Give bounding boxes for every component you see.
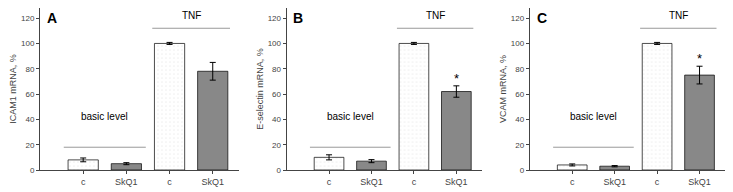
svg-text:E-selectin mRNA, %: E-selectin mRNA, %: [255, 48, 265, 130]
svg-text:100: 100: [511, 39, 525, 48]
svg-text:20: 20: [515, 140, 524, 149]
svg-text:0: 0: [30, 166, 35, 175]
svg-text:0: 0: [277, 166, 282, 175]
svg-text:TNF: TNF: [669, 10, 688, 21]
svg-text:60: 60: [515, 90, 524, 99]
svg-text:80: 80: [272, 65, 281, 74]
svg-text:c: c: [412, 177, 417, 187]
svg-text:basic level: basic level: [327, 111, 374, 122]
svg-text:100: 100: [21, 39, 35, 48]
svg-text:60: 60: [272, 90, 281, 99]
svg-text:SkQ1: SkQ1: [360, 177, 383, 187]
svg-text:80: 80: [515, 65, 524, 74]
svg-text:40: 40: [25, 115, 34, 124]
svg-text:basic level: basic level: [570, 111, 617, 122]
svg-text:SkQ1: SkQ1: [688, 177, 711, 187]
svg-text:120: 120: [268, 14, 282, 23]
svg-text:A: A: [47, 10, 57, 26]
svg-text:c: c: [655, 177, 660, 187]
svg-text:TNF: TNF: [426, 10, 445, 21]
svg-text:20: 20: [272, 140, 281, 149]
svg-text:*: *: [697, 51, 702, 66]
svg-text:40: 40: [272, 115, 281, 124]
svg-text:B: B: [293, 10, 303, 26]
svg-text:C: C: [537, 10, 547, 26]
svg-text:c: c: [81, 177, 86, 187]
svg-text:0: 0: [520, 166, 525, 175]
svg-text:40: 40: [515, 115, 524, 124]
svg-text:SkQ1: SkQ1: [115, 177, 138, 187]
svg-text:c: c: [570, 177, 575, 187]
svg-text:SkQ1: SkQ1: [603, 177, 626, 187]
svg-text:SkQ1: SkQ1: [201, 177, 224, 187]
svg-text:ICAM1 mRNA, %: ICAM1 mRNA, %: [8, 54, 18, 124]
svg-text:80: 80: [25, 65, 34, 74]
svg-text:c: c: [167, 177, 172, 187]
svg-text:120: 120: [511, 14, 525, 23]
svg-text:c: c: [327, 177, 332, 187]
svg-text:20: 20: [25, 140, 34, 149]
svg-text:VCAM mRNA, %: VCAM mRNA, %: [498, 55, 508, 123]
svg-text:TNF: TNF: [182, 10, 201, 21]
svg-text:60: 60: [25, 90, 34, 99]
svg-text:*: *: [454, 71, 459, 86]
svg-text:120: 120: [21, 14, 35, 23]
svg-text:SkQ1: SkQ1: [445, 177, 468, 187]
svg-text:basic level: basic level: [81, 111, 128, 122]
svg-text:100: 100: [268, 39, 282, 48]
